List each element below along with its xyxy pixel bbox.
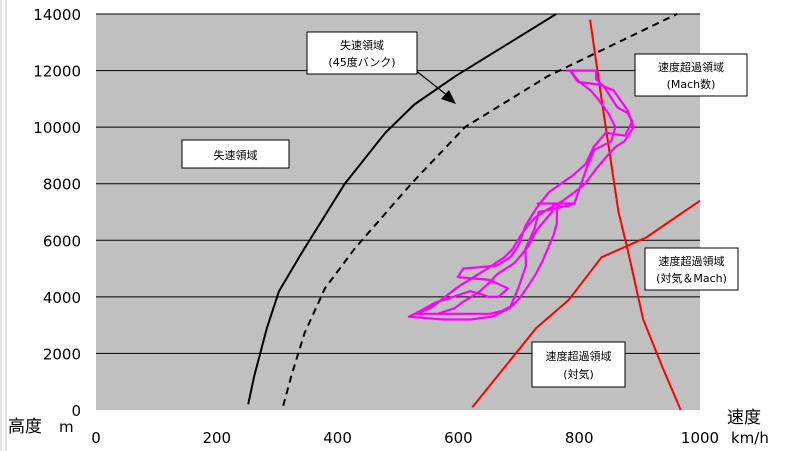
- annotation-overspeed-ias-mach: 速度超過領域 (対気＆Mach): [644, 247, 739, 291]
- annotation-stall: 失速領域: [181, 139, 290, 169]
- annotation-arrow: [414, 69, 456, 104]
- series-line-0: [247, 13, 557, 405]
- y-tick-label-1: 2000: [43, 345, 81, 363]
- series-line-1: [282, 13, 678, 407]
- x-tick-label-3: 600: [444, 429, 473, 447]
- annotation-overspeed-mach-sub: (Mach数): [667, 78, 716, 91]
- x-tick-label-0: 0: [91, 429, 101, 447]
- y-axis-unit: m: [59, 418, 74, 436]
- annotation-overspeed-mach-text: 速度超過領域: [658, 60, 724, 74]
- series-line-4: [407, 69, 635, 321]
- y-axis-title: 高度: [8, 417, 42, 437]
- x-axis-unit: km/h: [731, 429, 769, 447]
- x-tick-labels: 0 200 400 600 800 1000: [91, 429, 719, 447]
- x-tick-label-4: 800: [565, 429, 594, 447]
- x-tick-label-5: 1000: [681, 429, 719, 447]
- x-tick-label-1: 200: [202, 429, 231, 447]
- y-tick-labels: 0 2000 4000 6000 8000 10000 12000 14000: [33, 6, 81, 420]
- series-line-2: [589, 19, 682, 411]
- y-tick-label-7: 14000: [33, 6, 81, 24]
- y-tick-label-5: 10000: [33, 119, 81, 137]
- x-tick-label-2: 400: [323, 429, 352, 447]
- annotation-overspeed-ias-mach-sub: (対気＆Mach): [656, 271, 727, 285]
- y-tick-label-0: 0: [71, 402, 81, 420]
- left-ruler: [0, 0, 7, 451]
- y-tick-label-6: 12000: [33, 63, 81, 81]
- annotation-overspeed-ias-mach-text: 速度超過領域: [659, 254, 725, 268]
- annotation-stall-text: 失速領域: [214, 148, 258, 162]
- x-axis-title: 速度: [727, 408, 761, 428]
- y-tick-label-3: 6000: [43, 232, 81, 250]
- y-tick-label-4: 8000: [43, 176, 81, 194]
- series-layer: [247, 13, 701, 411]
- annotation-overspeed-ias-sub: (対気): [563, 367, 594, 381]
- annotation-overspeed-ias-text: 速度超過領域: [546, 349, 612, 363]
- annotation-stall-45: 失速領域 (45度バンク): [306, 31, 418, 75]
- series-line-3: [471, 199, 701, 408]
- annotation-overspeed-ias: 速度超過領域 (対気): [531, 341, 626, 388]
- annotation-stall-45-text: 失速領域: [340, 38, 384, 52]
- annotation-stall-45-sub: (45度バンク): [328, 55, 395, 69]
- annotation-overspeed-mach: 速度超過領域 (Mach数): [634, 53, 748, 97]
- gridlines: [96, 13, 700, 354]
- y-tick-label-2: 4000: [43, 289, 81, 307]
